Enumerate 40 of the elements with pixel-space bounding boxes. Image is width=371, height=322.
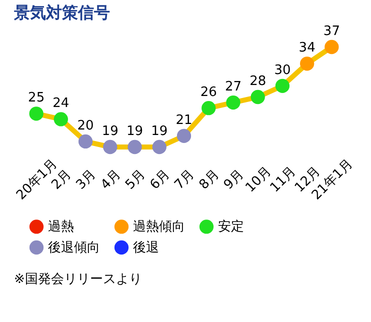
point	[250, 90, 265, 104]
chart-title: 景気対策信号	[13, 3, 110, 22]
legend-label: 過熱傾向	[133, 220, 185, 235]
legend-label: 後退	[133, 240, 159, 256]
point	[103, 140, 118, 154]
point	[324, 40, 339, 54]
data-label: 34	[298, 40, 316, 56]
x-tick-label: 5月	[122, 167, 148, 193]
data-label: 28	[250, 74, 266, 89]
data-label: 20	[77, 118, 94, 134]
x-tick-label: 6月	[147, 167, 174, 193]
data-label: 26	[200, 85, 217, 100]
point	[128, 140, 142, 154]
data-label: 19	[126, 124, 144, 139]
data-label: 21	[176, 112, 192, 128]
point	[29, 106, 44, 121]
text: ※国発会リリースより	[14, 272, 142, 287]
legend-label: 安定	[218, 218, 244, 235]
data-label: 37	[323, 24, 340, 39]
point	[202, 101, 216, 116]
x-tick-label: 4月	[98, 167, 124, 193]
legend-label: 後退傾向	[48, 240, 100, 256]
data-label: 24	[52, 96, 70, 112]
x-tick-label: 9月	[221, 167, 247, 193]
legend-label: 過熱	[48, 220, 74, 235]
point	[54, 112, 68, 126]
point	[275, 78, 290, 93]
data-label: 27	[224, 80, 242, 95]
data-label: 25	[28, 90, 45, 106]
point	[300, 56, 314, 71]
x-tick-label: 7月	[172, 167, 198, 193]
point	[176, 128, 192, 143]
data-label: 19	[102, 124, 118, 139]
x-tick-label: 3月	[74, 167, 100, 193]
data-label: 19	[151, 124, 168, 139]
data-label: 30	[274, 62, 291, 78]
x-tick-label: 8月	[196, 167, 222, 193]
point	[226, 96, 240, 110]
point	[152, 140, 166, 154]
point	[78, 134, 93, 148]
